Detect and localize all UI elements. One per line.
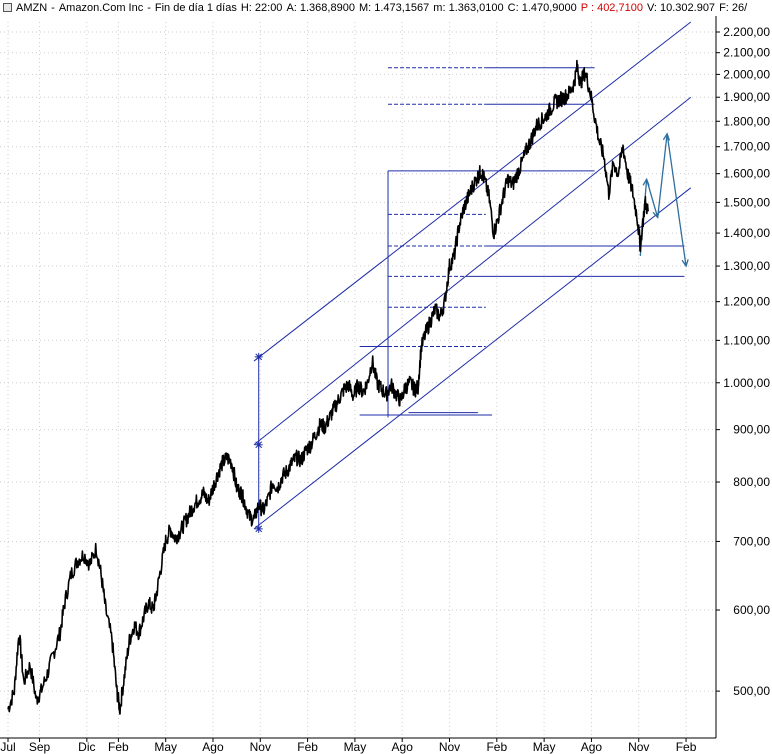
- y-tick-label: 1.100,00: [723, 333, 770, 347]
- header-symbol: AMZN: [16, 2, 48, 14]
- measure-marker: [254, 524, 263, 533]
- header-close: C: 1.470,9000: [507, 2, 577, 14]
- x-tick-label: Feb: [297, 740, 318, 754]
- x-axis-ticks: Jul Sep Dic Feb May Ago Nov Feb May Ago Nov Feb May A…: [0, 738, 697, 754]
- x-tick-label: May: [344, 740, 367, 754]
- y-tick-label: 700,00: [733, 534, 770, 548]
- price-line: [7, 59, 649, 715]
- header-period: Fin de día 1 días: [154, 2, 237, 14]
- y-tick-label: 600,00: [733, 603, 770, 617]
- x-tick-label: Nov: [628, 740, 649, 754]
- header-hour: H: 22:00: [240, 2, 283, 14]
- x-tick-label: May: [154, 740, 177, 754]
- header-sep: -: [51, 2, 55, 14]
- y-axis-ticks: 2.200,00 2.100,00 2.000,00 1.900,00 1.800,00…: [716, 25, 770, 698]
- y-tick-label: 1.700,00: [723, 140, 770, 154]
- header-volume: V: 10.302.907: [646, 2, 716, 14]
- header-open: A: 1.368,8900: [286, 2, 355, 14]
- header-name: Amazon.Com Inc: [58, 2, 144, 14]
- measure-marker: [254, 352, 263, 361]
- grid-layer: [0, 22, 716, 738]
- x-tick-label: Feb: [108, 740, 129, 754]
- axis-layer: 2.200,00 2.100,00 2.000,00 1.900,00 1.800,00…: [0, 16, 770, 754]
- y-tick-label: 2.200,00: [723, 25, 770, 39]
- chart-header: AMZN - Amazon.Com Inc - Fin de día 1 días H: …: [0, 0, 772, 16]
- y-tick-label: 1.400,00: [723, 226, 770, 240]
- y-tick-label: 1.800,00: [723, 114, 770, 128]
- y-tick-label: 1.900,00: [723, 90, 770, 104]
- x-tick-label: Jul: [0, 740, 15, 754]
- x-tick-label: Dic: [78, 740, 95, 754]
- x-tick-label: Ago: [581, 740, 603, 754]
- measure-marker: [254, 440, 263, 449]
- y-tick-label: 2.100,00: [723, 46, 770, 60]
- x-tick-label: Nov: [250, 740, 271, 754]
- y-tick-label: 800,00: [733, 475, 770, 489]
- y-tick-label: 1.300,00: [723, 259, 770, 273]
- y-tick-label: 1.200,00: [723, 295, 770, 309]
- channel-line: [253, 96, 692, 446]
- y-tick-label: 1.600,00: [723, 167, 770, 181]
- y-tick-label: 2.000,00: [723, 67, 770, 81]
- channel-line: [253, 187, 692, 530]
- x-tick-label: Ago: [392, 740, 414, 754]
- projection-arrowhead: [681, 259, 689, 268]
- x-tick-label: May: [533, 740, 556, 754]
- projection-segment: [666, 133, 687, 267]
- window-menu-icon[interactable]: [3, 3, 12, 12]
- drawing-layer[interactable]: [253, 21, 692, 533]
- x-tick-label: Ago: [202, 740, 224, 754]
- y-tick-label: 900,00: [733, 423, 770, 437]
- x-tick-label: Feb: [676, 740, 697, 754]
- y-tick-label: 1.500,00: [723, 195, 770, 209]
- projection-segment: [657, 133, 668, 218]
- projection-segment: [645, 179, 659, 218]
- price-series-layer: [7, 59, 649, 715]
- header-date: F: 26/: [719, 2, 748, 14]
- header-high: M: 1.473,1567: [358, 2, 430, 14]
- header-sep: -: [147, 2, 151, 14]
- x-tick-label: Feb: [486, 740, 507, 754]
- y-tick-label: 500,00: [733, 684, 770, 698]
- header-low: m: 1.363,0100: [433, 2, 504, 14]
- x-tick-label: Nov: [439, 740, 460, 754]
- header-change: P : 402,7100: [580, 2, 643, 14]
- y-tick-label: 1.000,00: [723, 376, 770, 390]
- x-tick-label: Sep: [29, 740, 51, 754]
